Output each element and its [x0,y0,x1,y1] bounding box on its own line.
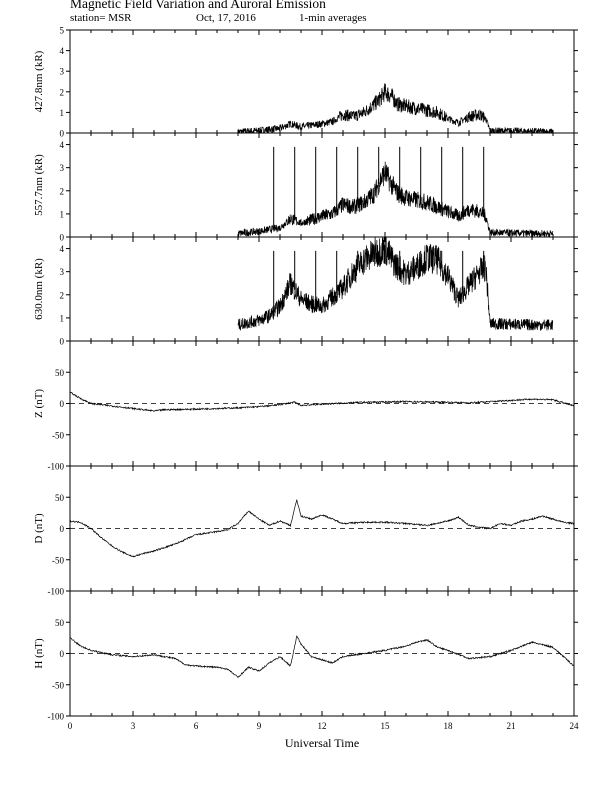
x-tick-label: 21 [507,721,516,731]
data-series-line [69,391,575,412]
data-series-line [69,499,575,558]
y-tick-label: 4 [60,46,65,56]
panel-0: 0 1 2 3 4 5 427.8nm (kR) [33,26,578,139]
y-tick-label: 0 [60,337,65,347]
x-tick-label: 15 [381,721,391,731]
y-tick-label: -100 [48,587,65,597]
y-tick-label: -50 [52,430,64,440]
y-tick-label: -50 [52,555,64,565]
x-tick-label: 0 [68,721,73,731]
y-tick-label: -100 [48,462,65,472]
data-series-line [237,161,554,238]
y-tick-label: 1 [60,313,65,323]
y-tick-label: 0 [60,649,65,659]
y-tick-label: 4 [60,140,65,150]
panel-frame [69,132,575,238]
station-label: station= MSR [70,12,132,24]
data-series-line [237,236,554,331]
averaging-label: 1-min averages [299,12,367,24]
x-tick-label: 9 [257,721,262,731]
panel-3: -100 -50 0 50 Z (nT) [33,340,578,472]
x-axis-label: Universal Time [285,736,359,750]
y-axis-label: 630.0nm (kR) [33,258,45,320]
y-tick-label: 3 [60,267,65,277]
x-tick-label: 24 [570,721,580,731]
y-tick-label: -100 [48,712,65,722]
y-tick-label: 50 [55,618,65,628]
y-tick-label: 3 [60,163,65,173]
y-tick-label: 1 [60,209,65,219]
panel-4: -100 -50 0 50 D (nT) [33,465,578,597]
y-axis-label: D (nT) [33,513,45,544]
y-tick-label: -50 [52,680,64,690]
data-series-line [237,83,553,135]
date-label: Oct, 17, 2016 [196,12,256,24]
panel-2: 0 1 2 3 4 630.0nm (kR) [33,236,578,347]
y-tick-label: 2 [60,87,65,97]
chart-title: Magnetic Field Variation and Auroral Emi… [70,0,326,11]
y-tick-label: 2 [60,186,65,196]
y-axis-label: 557.7nm (kR) [33,154,45,216]
data-series-line [69,635,575,679]
y-tick-label: 4 [60,244,65,254]
y-tick-label: 50 [55,368,65,378]
y-tick-label: 1 [60,108,65,118]
y-tick-label: 3 [60,67,65,77]
panel-frame [69,29,575,134]
y-tick-label: 0 [60,233,65,243]
y-tick-label: 0 [60,129,65,139]
x-tick-label: 18 [444,721,454,731]
y-axis-label: 427.8nm (kR) [33,50,45,112]
y-tick-label: 2 [60,290,65,300]
y-tick-label: 5 [60,26,65,36]
x-tick-label: 6 [194,721,199,731]
y-axis-label: Z (nT) [33,389,45,418]
y-tick-label: 50 [55,493,65,503]
x-tick-label: 12 [318,721,327,731]
panel-5: -100 -50 0 50 H (nT) 0 3 6 9 12 15 18 21 24 Universal … [33,590,580,750]
y-tick-label: 0 [60,524,65,534]
panel-1: 0 1 2 3 4 557.7nm (kR) [33,132,578,243]
x-tick-label: 3 [131,721,136,731]
y-tick-label: 0 [60,399,65,409]
y-axis-label: H (nT) [33,638,45,669]
